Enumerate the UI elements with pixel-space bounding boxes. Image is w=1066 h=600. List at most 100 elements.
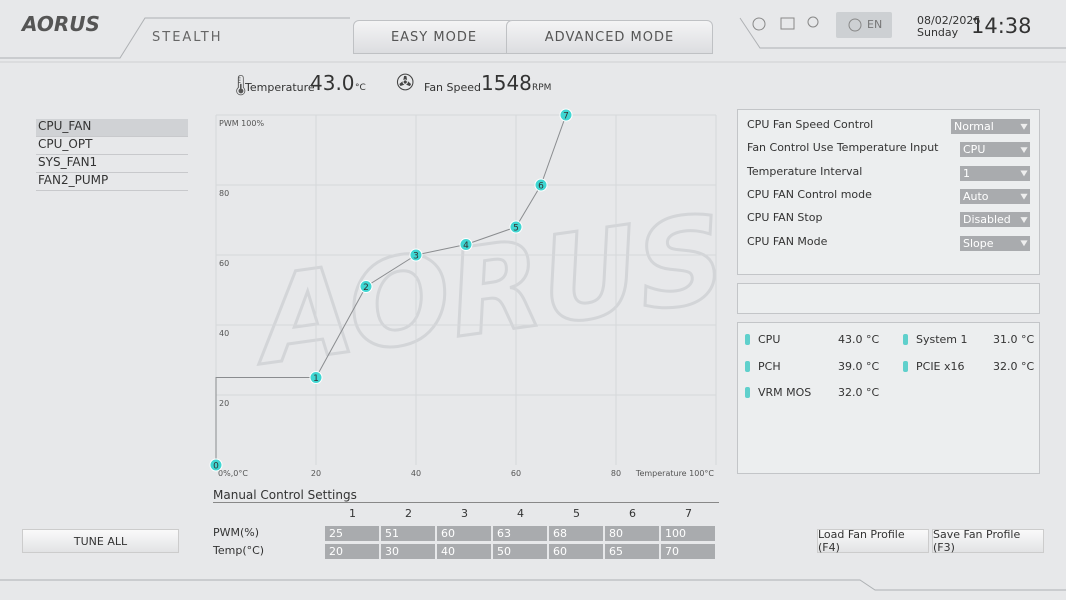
curve-point (359, 280, 373, 293)
pwm-cell[interactable]: 51 (381, 526, 435, 541)
temp-cell[interactable]: 65 (605, 544, 659, 559)
tab[interactable]: EASY MODE (353, 20, 515, 54)
setting-label: CPU Fan Speed Control (747, 118, 874, 131)
column-header: 4 (517, 507, 524, 520)
column-header: 1 (349, 507, 356, 520)
curve-point (409, 248, 423, 262)
temp-cell[interactable]: 30 (381, 544, 435, 559)
sensor-name: PCH (758, 359, 781, 373)
x-tick-label: Temperature 100°C (635, 469, 714, 478)
x-tick-label: 80 (611, 469, 621, 478)
fan-item[interactable]: CPU_OPT (36, 137, 188, 155)
temp-cell[interactable]: 50 (493, 544, 547, 559)
fan-label: Fan Speed (424, 81, 482, 94)
setting-label: Fan Control Use Temperature Input (747, 141, 939, 155)
pwm-cell[interactable]: 25 (325, 526, 379, 541)
date: 08/02/2026 (917, 14, 981, 27)
sensor-panel (737, 322, 1040, 474)
curve-point (534, 178, 548, 192)
sensor-value: 32.0 °C (838, 386, 880, 399)
curve-segment (215, 377, 316, 465)
column-header: 6 (629, 507, 636, 520)
x-tick-label: 60 (511, 469, 521, 478)
setting-value[interactable]: Disabled (960, 212, 1030, 228)
pwm-cell[interactable]: 60 (437, 526, 491, 541)
point-label: 0 (213, 462, 219, 472)
fan-speed: 1548 (481, 71, 532, 95)
point-label: 7 (563, 112, 569, 122)
curve-segment (540, 114, 567, 186)
curve-segment (465, 226, 517, 245)
point-label: 4 (463, 241, 469, 251)
setting-label: Temperature Interval (747, 164, 863, 178)
sensor-value: 39.0 °C (838, 359, 880, 373)
y-tick-label: 40 (219, 329, 229, 338)
column-header: 7 (685, 507, 692, 520)
fan-item[interactable]: CPU_FAN (36, 119, 188, 137)
sensor-name: VRM MOS (758, 386, 812, 399)
sensor-icon (903, 360, 908, 372)
save-button[interactable]: Save Fan Profile (F3) (932, 528, 1044, 554)
theme: STEALTH (152, 30, 223, 45)
load-button[interactable]: Load Fan Profile (F4) (817, 528, 929, 554)
sensor-value: 31.0 °C (993, 333, 1035, 346)
sensor-name: System 1 (916, 333, 968, 346)
temp-cell[interactable]: 40 (437, 544, 491, 559)
logo: AORUS (22, 12, 100, 36)
row-label: Temp(°C) (213, 544, 265, 557)
sensor-icon (903, 334, 908, 345)
temperature-unit: °C (355, 83, 366, 93)
temperature-label: Temperature (245, 81, 315, 94)
pwm-cell[interactable]: 63 (493, 526, 547, 541)
tune-all-button[interactable]: TUNE ALL (22, 529, 179, 553)
curve-point (209, 458, 223, 472)
setting-value[interactable]: Slope (960, 235, 1030, 251)
point-label: 6 (538, 182, 544, 192)
point-label: 3 (413, 252, 419, 262)
curve-segment (315, 286, 367, 378)
curve-segment (365, 254, 417, 287)
sensor-name: PCIE x16 (916, 359, 965, 373)
sensor-value: 32.0 °C (993, 359, 1035, 373)
fan-unit: RPM (532, 83, 552, 93)
pwm-cell[interactable]: 68 (549, 526, 603, 541)
sensor-icon (745, 360, 750, 372)
setting-value[interactable]: Normal (951, 119, 1030, 134)
setting-value[interactable]: Auto (960, 188, 1030, 204)
curve-point (459, 238, 473, 251)
tab[interactable]: ADVANCED MODE (506, 20, 713, 54)
sensor-icon (745, 334, 750, 345)
setting-value[interactable]: CPU (960, 142, 1030, 158)
pwm-cell[interactable]: 80 (605, 526, 659, 541)
language[interactable]: EN (867, 18, 883, 31)
point-label: 1 (313, 374, 319, 384)
temp-cell[interactable]: 20 (325, 544, 379, 559)
y-tick-label: 20 (219, 399, 229, 408)
divider (213, 502, 719, 503)
curve-point (509, 220, 523, 234)
x-tick-label: 40 (411, 469, 421, 478)
manual-title: Manual Control Settings (213, 488, 357, 502)
temp-cell[interactable]: 70 (661, 544, 715, 559)
curve-segment (415, 244, 467, 256)
temperature: 43.0 (310, 71, 355, 95)
point-label: 5 (513, 224, 519, 234)
setting-label: CPU FAN Stop (747, 211, 823, 225)
x-tick-label: 0%,0°C (218, 469, 248, 478)
fan-item[interactable]: FAN2_PUMP (36, 173, 188, 191)
time: 14:38 (971, 14, 1032, 38)
fan-item[interactable]: SYS_FAN1 (36, 155, 188, 173)
setting-label: CPU FAN Control mode (747, 187, 872, 201)
svg-text:🌡: 🌡 (228, 73, 253, 97)
pwm-cell[interactable]: 100 (661, 526, 715, 541)
curve-point (309, 371, 323, 384)
setting-value[interactable]: 1 (960, 165, 1030, 181)
setting-label: CPU FAN Mode (747, 234, 828, 248)
row-label: PWM(%) (213, 526, 260, 539)
temp-cell[interactable]: 60 (549, 544, 603, 559)
svg-text:✇: ✇ (396, 71, 414, 96)
column-header: 3 (461, 507, 468, 520)
